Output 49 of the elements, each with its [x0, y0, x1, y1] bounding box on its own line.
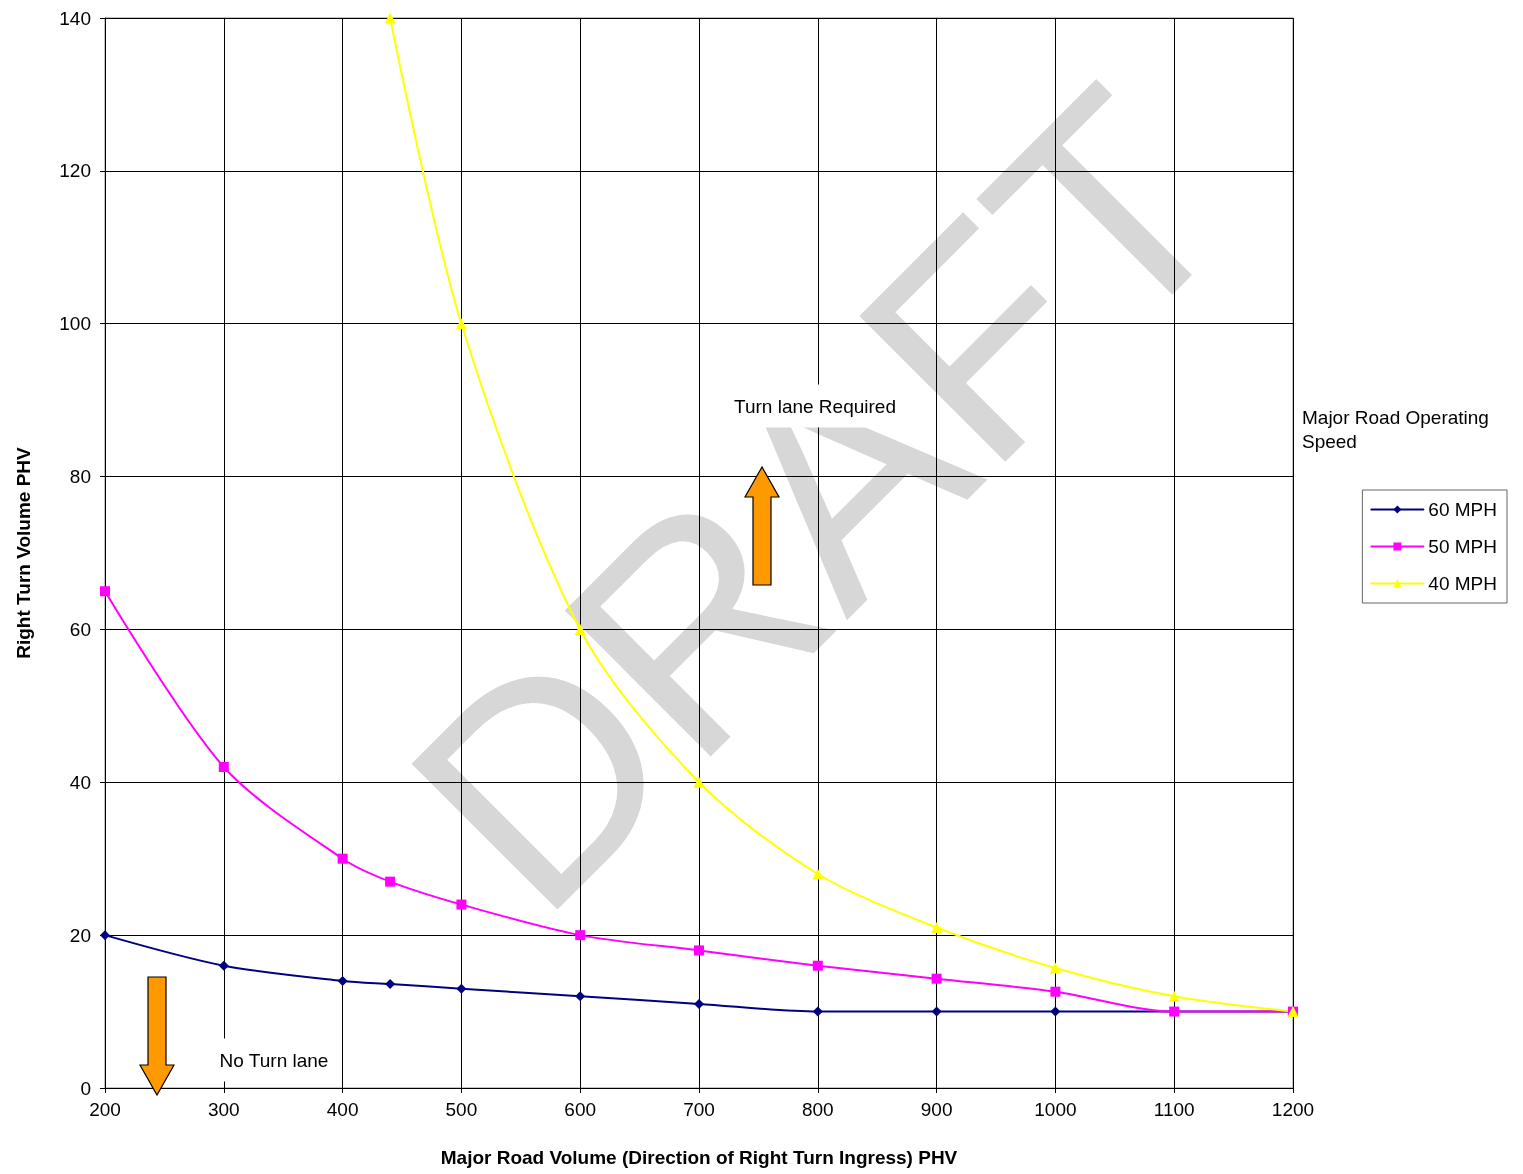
y-tick-label: 40 — [69, 771, 91, 793]
y-tick-label: 60 — [69, 618, 91, 640]
point — [812, 1006, 823, 1017]
x-tick-label: 1000 — [1034, 1099, 1077, 1120]
point — [694, 998, 704, 1009]
legend-label: 50 MPH — [1428, 536, 1498, 557]
point — [456, 983, 467, 994]
x-tick-label: 700 — [683, 1099, 715, 1120]
x-axis-title: Major Road Volume (Direction of Right Turn Ingress) PHV — [440, 1147, 958, 1168]
y-axis-title: Right Turn Volume PHV — [13, 446, 34, 659]
x-tick-label: 500 — [445, 1099, 478, 1120]
point — [385, 979, 396, 990]
x-tick-label: 900 — [920, 1099, 953, 1120]
point — [575, 991, 586, 1002]
point — [931, 1006, 942, 1017]
point — [100, 586, 110, 597]
x-tick-label: 1100 — [1153, 1099, 1195, 1120]
point — [384, 12, 396, 24]
point — [337, 853, 348, 864]
y-tick-label: 80 — [69, 466, 91, 488]
x-tick-label: 400 — [326, 1099, 359, 1120]
point — [812, 960, 823, 971]
point — [218, 762, 229, 772]
legend-label: 40 MPH — [1428, 573, 1498, 594]
legend-label: 60 MPH — [1428, 499, 1498, 520]
point — [694, 945, 704, 956]
point — [1168, 990, 1180, 1002]
point — [385, 876, 396, 887]
y-tick-label: 120 — [59, 160, 91, 182]
y-tick-label: 20 — [69, 924, 91, 946]
point — [1049, 962, 1061, 974]
point — [218, 960, 229, 971]
annotation: No Turn lane — [219, 1049, 329, 1071]
point — [1050, 1006, 1061, 1017]
point — [931, 973, 942, 984]
y-tick-label: 140 — [59, 7, 91, 29]
point — [1050, 986, 1061, 997]
x-tick-label: 800 — [801, 1099, 834, 1120]
legend-title: Major Road Operating Speed — [1302, 406, 1495, 452]
point — [100, 930, 110, 941]
point — [931, 922, 943, 933]
x-tick-label: 600 — [564, 1099, 597, 1120]
x-tick-label: 200 — [89, 1099, 121, 1120]
x-tick-label: 1200 — [1271, 1099, 1315, 1120]
y-tick-label: 100 — [59, 313, 91, 335]
point — [575, 930, 586, 941]
y-tick-label: 0 — [80, 1077, 91, 1099]
point — [337, 976, 348, 986]
x-tick-label: 300 — [207, 1099, 240, 1120]
